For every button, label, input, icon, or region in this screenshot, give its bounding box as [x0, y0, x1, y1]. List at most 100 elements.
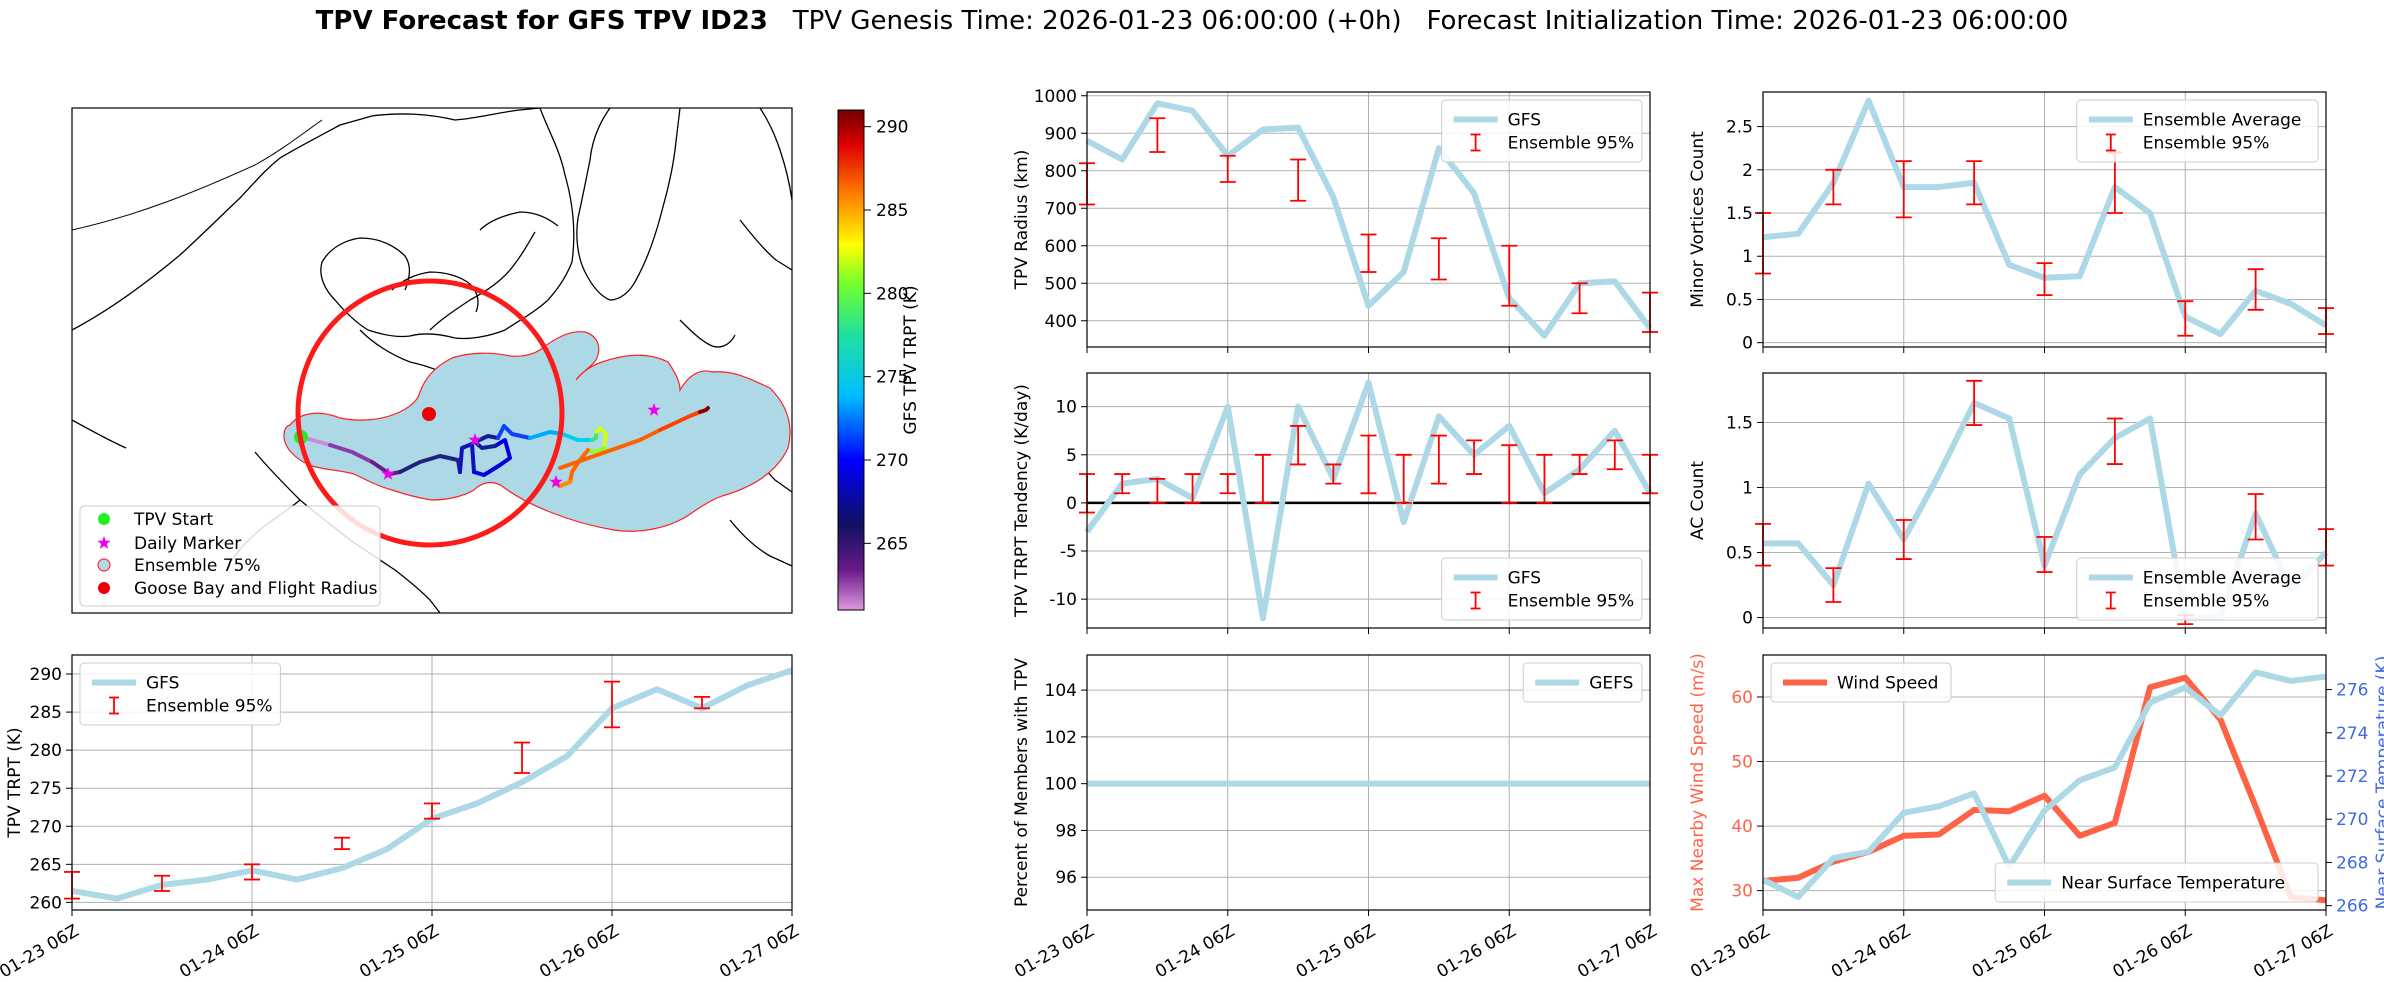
gfs-line — [1084, 379, 1653, 622]
y-tick-label: 98 — [1055, 821, 1077, 841]
error-bar — [1360, 434, 1377, 495]
legend-ensemble75-swatch — [97, 558, 111, 572]
legend-label: Ensemble 95% — [146, 697, 273, 717]
y-tick-label: 96 — [1055, 868, 1077, 888]
colorbar: 265 270 275 280 285 290 GFS TPV TRPT (K) — [837, 109, 921, 611]
legend-goose-bay: Goose Bay and Flight Radius — [134, 579, 378, 599]
panel-percent: 96 98 100 102 104 01-23 06Z 01-24 06Z 01-25 06Z… — [1011, 654, 1661, 982]
error-bar — [1825, 567, 1842, 603]
legend-swatch-errorbar — [109, 696, 119, 715]
legend: GEFS — [1522, 662, 1643, 703]
y-axis-label: Max Nearby Wind Speed (m/s) — [1688, 653, 1708, 912]
legend: GFS Ensemble 95% — [79, 662, 281, 726]
error-bar — [1254, 453, 1271, 504]
y-tick-label: 285 — [30, 703, 62, 723]
colorbar-tick-label: 285 — [876, 201, 908, 221]
y-tick-label: 290 — [30, 665, 62, 685]
colorbar-tick-label: 275 — [876, 368, 908, 388]
tpv-track — [299, 406, 710, 488]
x-tick-label: 01-26 06Z — [2109, 921, 2195, 982]
y-tick-label: 1000 — [1034, 87, 1077, 107]
y2-tick-label: 266 — [2336, 897, 2368, 917]
error-bar — [1571, 282, 1588, 315]
y-tick-label: 270 — [30, 817, 62, 837]
legend-label: Wind Speed — [1837, 674, 1938, 694]
x-tick-label: 01-24 06Z — [1152, 921, 1238, 982]
y-tick-label: 2.5 — [1726, 118, 1753, 138]
y-tick-label: 400 — [1045, 312, 1077, 332]
y-tick-label: 700 — [1045, 199, 1077, 219]
legend-box — [2076, 557, 2319, 621]
colorbar-ticks: 265 270 275 280 285 290 — [864, 118, 908, 554]
error-bar — [514, 741, 530, 774]
map-panel: TPV Start Daily Marker Ensemble 75% Goos… — [71, 107, 921, 614]
error-bar — [1395, 453, 1412, 504]
error-bar — [1501, 444, 1518, 504]
near-surface-temperature-line — [1761, 669, 2327, 901]
gfs-line — [1085, 100, 1653, 339]
legend: Wind Speed — [1770, 662, 1952, 703]
error-bar — [1466, 439, 1483, 475]
y-tick-label: 280 — [30, 741, 62, 761]
y-axis-label: TPV TRPT (K) — [5, 727, 25, 838]
legend-swatch-errorbar — [1470, 591, 1481, 610]
error-bar — [1536, 453, 1553, 504]
legend-label: Near Surface Temperature — [2061, 874, 2285, 894]
error-bar — [1219, 473, 1236, 495]
y-axis-label: TPV TRPT Tendency (K/day) — [1012, 384, 1032, 618]
error-bar — [1895, 160, 1912, 219]
error-bar — [2177, 300, 2194, 337]
legend-swatch-errorbar — [2105, 133, 2116, 152]
colorbar-tick-label: 280 — [876, 284, 908, 304]
figure-title: TPV Forecast for GFS TPV ID23 TPV Genesi… — [0, 6, 2384, 36]
y-tick-label: 40 — [1731, 817, 1753, 837]
panel-wind: 30 40 50 60 266 268 270 272 274 276 Near Surface T… — [1687, 653, 2384, 982]
y-axis-label: TPV Radius (km) — [1012, 150, 1032, 291]
legend-box — [1522, 662, 1643, 703]
error-bar — [2036, 262, 2053, 297]
legend: Near Surface Temperature — [1994, 862, 2319, 903]
y-tick-label: 1.5 — [1726, 204, 1753, 224]
error-bar — [2036, 536, 2053, 573]
y-axis-label: AC Count — [1688, 461, 1708, 540]
y-tick-label: 60 — [1731, 688, 1753, 708]
y-tick-label: 800 — [1045, 162, 1077, 182]
error-bar — [1149, 477, 1166, 504]
y-axis-label: Percent of Members with TPV — [1012, 658, 1032, 907]
legend-label: Ensemble 95% — [2143, 134, 2270, 154]
legend: GFS Ensemble 95% — [1441, 99, 1643, 163]
y2-axis-label: Near Surface Temperature (K) — [2373, 656, 2384, 910]
legend: Ensemble Average Ensemble 95% — [2076, 99, 2319, 163]
panel-radius: 400 500 600 700 800 900 1000 TPV Radius (km) GFS… — [1012, 87, 1658, 353]
boundary-line — [72, 119, 323, 231]
y-tick-label: 1 — [1742, 247, 1753, 267]
y-tick-label: 900 — [1045, 124, 1077, 144]
map-content — [72, 108, 792, 613]
daily-markers — [381, 403, 661, 488]
legend-label: Ensemble 95% — [1508, 592, 1635, 612]
legend-label: Ensemble 95% — [1508, 134, 1635, 154]
legend-goose-bay-swatch — [98, 582, 110, 594]
colorbar-tick-label: 290 — [876, 118, 908, 138]
y-tick-label: 0 — [1742, 609, 1753, 629]
legend-box — [1441, 99, 1643, 163]
y-tick-label: -10 — [1049, 590, 1077, 610]
x-tick-label: 01-25 06Z — [1969, 921, 2055, 982]
daily-marker-star — [381, 467, 395, 480]
daily-marker-star — [647, 403, 661, 416]
error-bar — [1571, 453, 1588, 475]
y2-tick-label: 268 — [2336, 853, 2368, 873]
error-bar — [244, 863, 260, 881]
legend-swatch-errorbar — [1470, 133, 1481, 152]
error-bar — [1219, 154, 1236, 183]
y2-tick-label: 274 — [2336, 724, 2368, 744]
error-bar — [604, 680, 620, 729]
x-tick-label: 01-27 06Z — [2250, 921, 2336, 982]
legend-box — [1994, 862, 2319, 903]
error-bar — [2247, 493, 2264, 541]
legend-label: Ensemble Average — [2143, 111, 2302, 131]
x-tick-label: 01-23 06Z — [1011, 921, 1097, 982]
title-main: TPV Forecast for GFS TPV ID23 — [315, 6, 768, 36]
